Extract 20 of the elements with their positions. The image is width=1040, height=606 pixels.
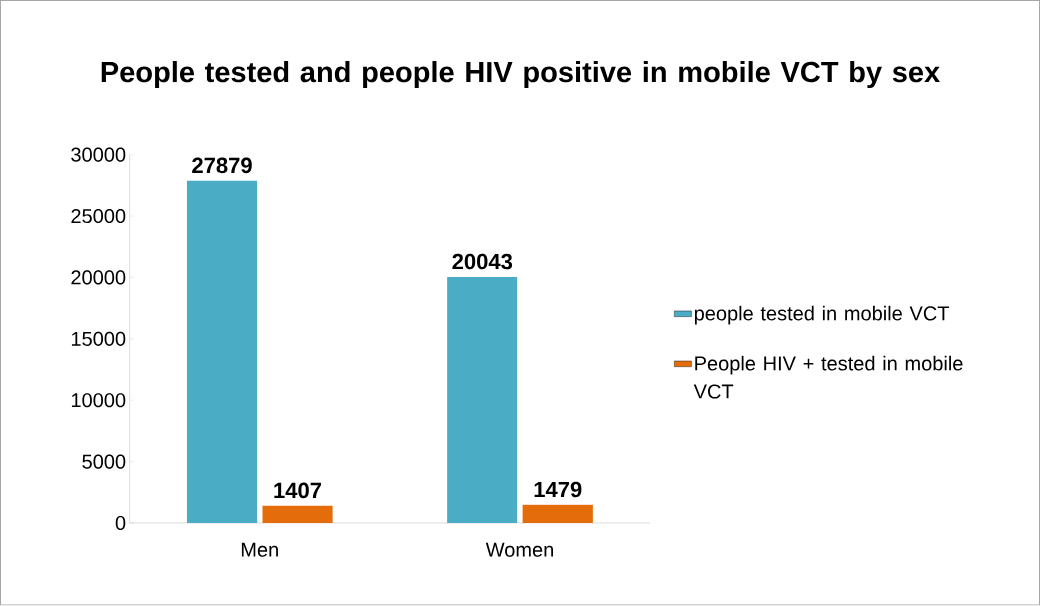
bar xyxy=(522,505,593,524)
y-tick-label: 15000 xyxy=(71,331,126,347)
legend-label: people tested in mobile VCT xyxy=(694,306,950,325)
y-tick-label: 5000 xyxy=(82,454,126,469)
y-tick-label: 20000 xyxy=(71,270,126,285)
data-label: 27879 xyxy=(192,157,252,174)
y-tick-label: 30000 xyxy=(71,147,126,162)
data-label: 20043 xyxy=(452,253,513,270)
y-tick-label: 10000 xyxy=(71,393,126,408)
chart-title: People tested and people HIV positive in mobile VCT by sex xyxy=(101,61,940,89)
bar xyxy=(447,277,518,524)
data-label: 1407 xyxy=(274,482,322,499)
x-tick-label: Women xyxy=(485,543,553,557)
x-tick-label: Men xyxy=(241,543,278,557)
bar xyxy=(186,180,258,524)
data-label: 1479 xyxy=(534,481,582,498)
y-tick-label: 25000 xyxy=(71,209,126,224)
y-tick-label: 0 xyxy=(115,516,126,531)
legend-label: People HIV + tested in mobile VCT xyxy=(693,356,963,399)
bar xyxy=(262,505,333,524)
